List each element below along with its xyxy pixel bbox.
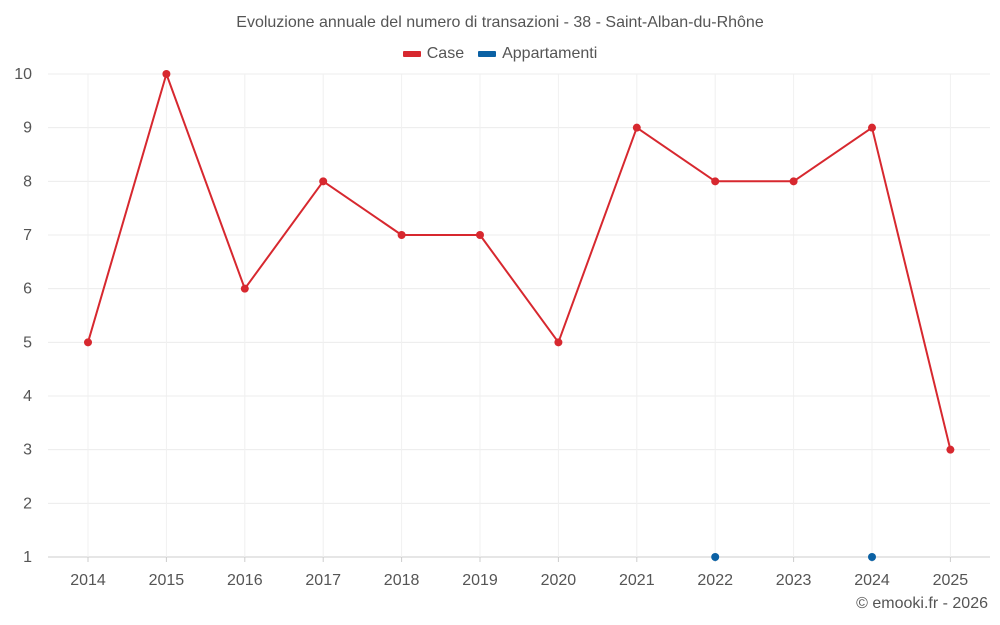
x-tick-label: 2020 bbox=[541, 572, 577, 589]
x-tick-label: 2021 bbox=[619, 572, 655, 589]
y-tick-label: 10 bbox=[14, 66, 32, 83]
data-point-case bbox=[319, 177, 328, 186]
data-point-case bbox=[162, 70, 171, 78]
chart-title: Evoluzione annuale del numero di transaz… bbox=[236, 14, 764, 31]
data-point-case bbox=[476, 231, 484, 239]
x-tick-label: 2025 bbox=[933, 572, 969, 589]
data-point-case bbox=[397, 231, 406, 239]
data-point-appartamenti bbox=[868, 553, 876, 561]
legend-swatch-case bbox=[402, 51, 421, 57]
data-point-case bbox=[711, 177, 720, 186]
x-tick-label: 2015 bbox=[149, 572, 185, 589]
y-tick-label: 6 bbox=[23, 281, 32, 298]
x-tick-label: 2023 bbox=[776, 572, 812, 589]
legend-label-case: Case bbox=[426, 45, 465, 62]
legend: Case Appartamenti bbox=[0, 45, 1000, 63]
series-line-case bbox=[87, 73, 952, 450]
y-tick-label: 8 bbox=[23, 173, 32, 190]
legend-item-case[interactable]: Case bbox=[402, 45, 465, 63]
x-tick-label: 2017 bbox=[305, 572, 341, 589]
x-tick-label: 2024 bbox=[854, 572, 890, 589]
y-tick-label: 4 bbox=[23, 388, 32, 405]
x-tick-label: 2022 bbox=[697, 572, 733, 589]
y-tick-label: 5 bbox=[23, 334, 32, 351]
legend-swatch-appartamenti bbox=[478, 51, 497, 57]
y-tick-label: 3 bbox=[23, 442, 32, 459]
y-tick-label: 9 bbox=[23, 120, 32, 137]
data-point-case bbox=[554, 338, 563, 347]
x-tick-label: 2014 bbox=[70, 572, 106, 589]
data-point-appartamenti bbox=[711, 553, 720, 561]
data-point-case bbox=[946, 445, 955, 454]
x-tick-label: 2019 bbox=[462, 572, 498, 589]
x-tick-label: 2016 bbox=[227, 572, 263, 589]
data-point-case bbox=[868, 123, 876, 132]
data-point-case bbox=[240, 284, 249, 293]
y-tick-label: 7 bbox=[23, 227, 32, 244]
y-tick-label: 1 bbox=[23, 549, 32, 566]
legend-item-appartamenti[interactable]: Appartamenti bbox=[478, 45, 597, 63]
y-tick-label: 2 bbox=[23, 495, 32, 512]
data-point-case bbox=[84, 338, 92, 347]
credit-text: © emooki.fr - 2026 bbox=[856, 595, 988, 612]
legend-label-appartamenti: Appartamenti bbox=[502, 45, 598, 62]
x-tick-label: 2018 bbox=[384, 572, 420, 589]
data-point-case bbox=[789, 177, 798, 186]
data-point-case bbox=[632, 123, 641, 132]
